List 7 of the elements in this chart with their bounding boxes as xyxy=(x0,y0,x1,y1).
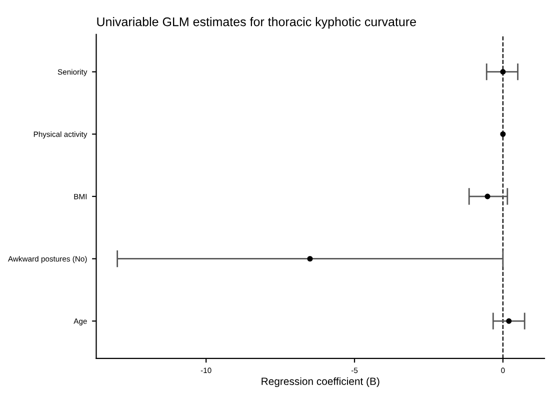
point xyxy=(500,69,506,75)
point xyxy=(307,256,313,262)
point xyxy=(484,194,490,200)
point xyxy=(506,318,512,324)
point xyxy=(500,131,506,137)
x-axis-title: Regression coefficient (B) xyxy=(262,377,380,388)
chart-title: Univariable GLM estimates for thoracic kyphotic curvature xyxy=(97,17,416,29)
